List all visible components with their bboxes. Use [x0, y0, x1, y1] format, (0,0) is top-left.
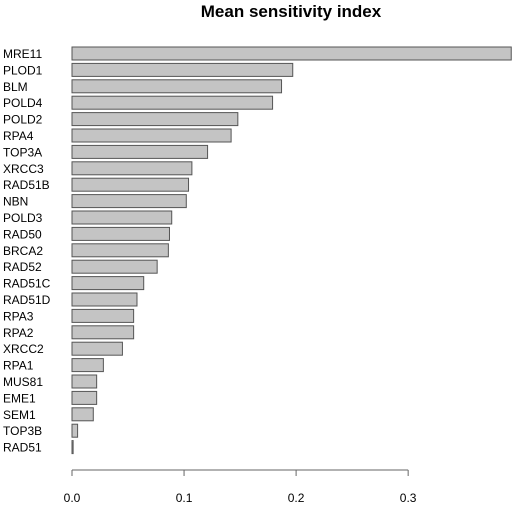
- category-label: TOP3A: [3, 145, 42, 159]
- category-label: EME1: [3, 391, 36, 405]
- category-label: BLM: [3, 80, 28, 94]
- bar-xrcc3: [71, 161, 193, 176]
- bar-xrcc2: [71, 341, 123, 356]
- category-label: RPA3: [3, 309, 34, 323]
- bar-rpa4: [71, 128, 232, 143]
- category-label: RAD51: [3, 441, 42, 455]
- category-label: BRCA2: [3, 244, 43, 258]
- bar-pold4: [71, 95, 274, 110]
- bar-pold2: [71, 112, 239, 127]
- bar-rad50: [71, 226, 170, 241]
- category-label: POLD2: [3, 113, 43, 127]
- bar-mre11: [71, 46, 512, 61]
- category-label: POLD3: [3, 211, 43, 225]
- bar-sem1: [71, 407, 94, 422]
- category-label: RAD52: [3, 260, 42, 274]
- category-label: RPA4: [3, 129, 34, 143]
- category-label: RPA1: [3, 359, 34, 373]
- category-label: POLD4: [3, 96, 43, 110]
- category-label: RPA2: [3, 326, 34, 340]
- bar-rad51: [71, 440, 74, 455]
- bar-brca2: [71, 243, 169, 258]
- category-label: MUS81: [3, 375, 43, 389]
- x-tick-label: 0.2: [288, 491, 305, 505]
- chart-title: Mean sensitivity index: [201, 2, 382, 21]
- bar-plod1: [71, 62, 294, 77]
- bar-rad51d: [71, 292, 138, 307]
- bars-group: [71, 46, 512, 455]
- bar-pold3: [71, 210, 173, 225]
- bar-rpa1: [71, 358, 104, 373]
- bar-blm: [71, 79, 283, 94]
- bar-rad52: [71, 259, 158, 274]
- bar-rad51b: [71, 177, 190, 192]
- x-tick-label: 0.1: [176, 491, 193, 505]
- category-labels: MRE11 PLOD1 BLM POLD4 POLD2 RPA4 TOP3A XRCC3 RAD…: [3, 47, 51, 455]
- bar-top3a: [71, 144, 209, 159]
- x-tick-label: 0.0: [64, 491, 81, 505]
- category-label: MRE11: [3, 47, 42, 61]
- category-label: PLOD1: [3, 63, 43, 77]
- x-axis: 0.0 0.1 0.2 0.3: [64, 469, 417, 505]
- category-label: RAD51D: [3, 293, 51, 307]
- category-label: TOP3B: [3, 424, 42, 438]
- bar-mus81: [71, 374, 98, 389]
- category-label: XRCC2: [3, 342, 44, 356]
- bar-top3b: [71, 423, 79, 438]
- bar-rad51c: [71, 276, 145, 291]
- category-label: RAD50: [3, 227, 42, 241]
- category-label: SEM1: [3, 408, 36, 422]
- bar-rpa3: [71, 308, 135, 323]
- bar-nbn: [71, 194, 187, 209]
- category-label: XRCC3: [3, 162, 44, 176]
- category-label: NBN: [3, 195, 28, 209]
- bar-eme1: [71, 390, 98, 405]
- category-label: RAD51C: [3, 277, 51, 291]
- bar-rpa2: [71, 325, 135, 340]
- category-label: RAD51B: [3, 178, 50, 192]
- x-tick-label: 0.3: [400, 491, 417, 505]
